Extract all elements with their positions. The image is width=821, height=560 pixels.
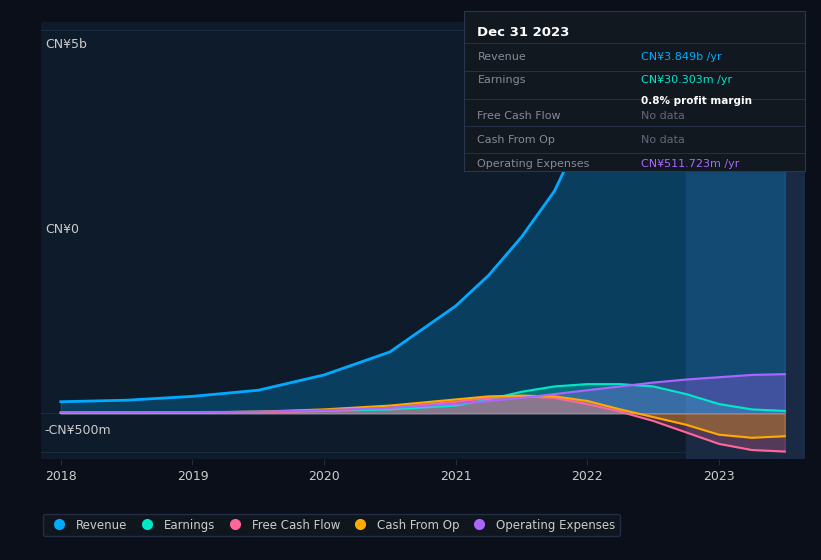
Text: No data: No data xyxy=(641,111,685,121)
Text: CN¥0: CN¥0 xyxy=(45,223,79,236)
Text: CN¥5b: CN¥5b xyxy=(45,38,87,51)
Text: CN¥3.849b /yr: CN¥3.849b /yr xyxy=(641,52,722,62)
Text: Cash From Op: Cash From Op xyxy=(478,134,555,144)
Text: Operating Expenses: Operating Expenses xyxy=(478,158,589,169)
Text: CN¥30.303m /yr: CN¥30.303m /yr xyxy=(641,75,732,85)
Text: CN¥511.723m /yr: CN¥511.723m /yr xyxy=(641,158,740,169)
Bar xyxy=(686,22,805,459)
Text: Dec 31 2023: Dec 31 2023 xyxy=(478,26,570,39)
Text: No data: No data xyxy=(641,134,685,144)
Text: Free Cash Flow: Free Cash Flow xyxy=(478,111,561,121)
Legend: Revenue, Earnings, Free Cash Flow, Cash From Op, Operating Expenses: Revenue, Earnings, Free Cash Flow, Cash … xyxy=(43,514,620,536)
Text: 0.8% profit margin: 0.8% profit margin xyxy=(641,96,752,106)
Text: Earnings: Earnings xyxy=(478,75,526,85)
Text: -CN¥500m: -CN¥500m xyxy=(45,424,112,437)
Text: Revenue: Revenue xyxy=(478,52,526,62)
